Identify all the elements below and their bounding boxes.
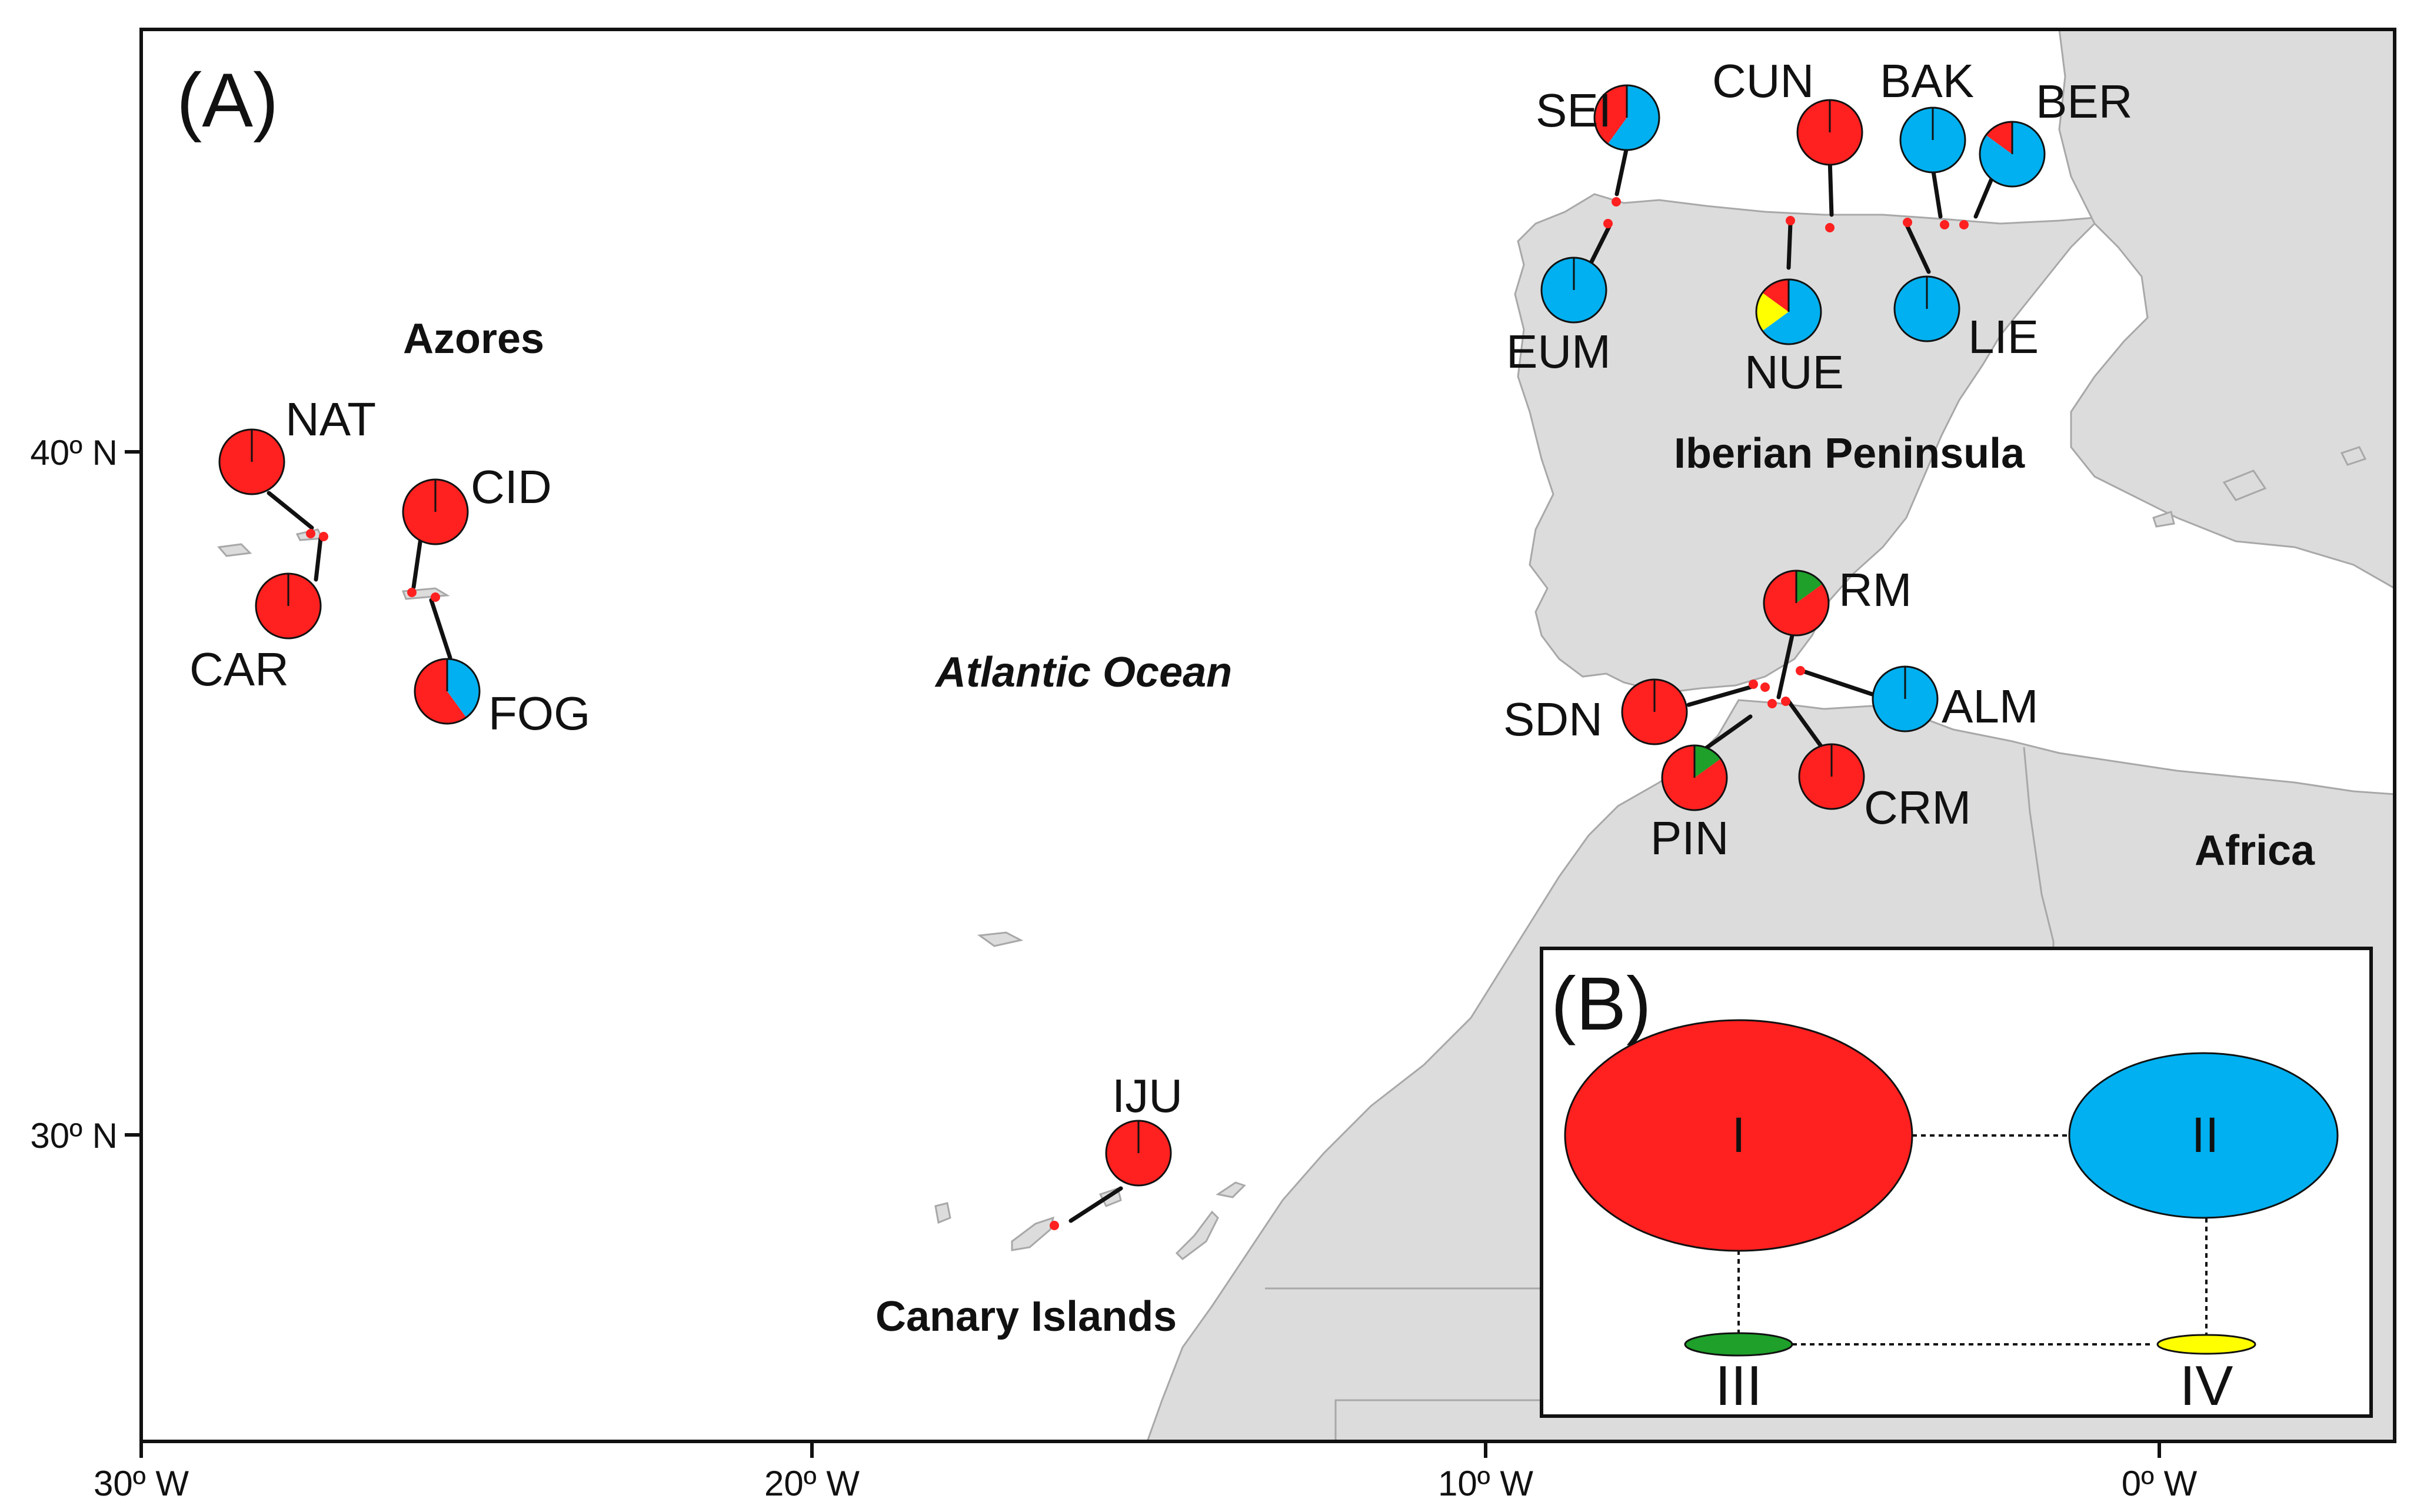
pie-BAK [1899,106,1966,174]
axes: 30º W 20º W 10º W 0º W 40º N 30º N [30,28,2396,1503]
axis-ticks [125,450,2161,1458]
france-land [2058,29,2395,590]
label-CAR: CAR [189,643,289,695]
pie-slice-PIN-III [1694,745,1721,778]
label-SDN: SDN [1503,693,1603,745]
pie-PIN [1661,744,1728,811]
madeira-islands [977,931,1024,947]
plot-frame [139,28,2396,1443]
pie-slice-NUE-I [1762,279,1789,312]
pie-CAR [255,572,322,640]
pie-LIE [1893,275,1960,342]
pie-EUM [1540,257,1607,324]
pie-CRM [1798,743,1865,810]
pie-slice-SEI-I [1594,85,1627,144]
pie-BER [1979,121,2046,188]
region-iberia: Iberian Peninsula [1674,430,2025,477]
pie-slice-FOG-II [447,659,480,718]
pie-slice-FOG-I [415,659,467,724]
label-NUE: NUE [1744,346,1844,398]
canary-islands [934,1181,1246,1260]
haplotype-III-label: III [1715,1354,1762,1417]
pie-slice-RM-III [1796,571,1823,603]
pie-slice-SEI-II [1607,85,1659,150]
x-tick-label: 20º W [764,1464,860,1503]
haplotype-III-node [1684,1332,1793,1357]
y-tick-label: 40º N [30,433,118,472]
pie-slice-BER-I [1986,122,2012,154]
haplotype-I-label: I [1732,1107,1745,1163]
label-RM: RM [1839,564,1912,616]
pie-RM [1763,570,1830,637]
region-azores: Azores [403,315,544,362]
region-atlantic: Atlantic Ocean [934,649,1232,696]
label-ALM: ALM [1942,680,2039,732]
region-africa: Africa [2195,827,2315,874]
label-EUM: EUM [1506,325,1611,378]
label-CUN: CUN [1712,55,1814,107]
haplotype-II-label: II [2192,1107,2219,1163]
label-LIE: LIE [1968,311,2039,363]
label-FOG: FOG [488,687,590,740]
pie-SEI [1593,84,1660,151]
network-links [1737,1134,2208,1346]
haplotype-II-node [2068,1052,2339,1219]
x-tick-label: 30º W [94,1464,189,1503]
haplotype-I-node [1564,1019,1913,1252]
label-PIN: PIN [1650,812,1729,864]
pie-CUN [1796,99,1863,166]
pie-IJU [1105,1120,1172,1187]
map-panel: SEI CUN BAK BER EUM NUE LIE NAT CID CAR … [141,29,2395,1441]
sampling-sites [306,197,1969,1230]
panel-b-label: (B) [1551,962,1652,1046]
population-pies [218,84,2046,1187]
haplotype-IV-node [2156,1334,2256,1355]
pie-slice-NUE-II [1762,279,1822,344]
haplotype-IV-label: IV [2180,1354,2233,1417]
pie-slice-NUE-IV [1756,292,1789,331]
pie-NUE [1755,278,1822,345]
label-BER: BER [2036,75,2133,128]
label-CID: CID [471,461,552,513]
pie-CID [402,478,469,545]
panel-a-label: (A) [177,57,278,143]
label-CRM: CRM [1864,781,1971,834]
network-panel: I II III IV (B) [1540,947,2373,1418]
population-labels: SEI CUN BAK BER EUM NUE LIE NAT CID CAR … [189,55,2133,1122]
label-IJU: IJU [1112,1070,1183,1122]
x-tick-label: 10º W [1438,1464,1533,1503]
balearic-islands [2152,446,2367,528]
y-tick-label: 30º N [30,1116,118,1155]
label-NAT: NAT [285,393,376,445]
pie-ALM [1872,665,1939,732]
label-SEI: SEI [1536,84,1612,136]
x-tick-label: 0º W [2122,1464,2198,1503]
pie-SDN [1621,678,1688,745]
pie-FOG [414,658,481,725]
pie-NAT [218,428,285,495]
label-BAK: BAK [1880,55,1974,107]
region-canary: Canary Islands [875,1293,1177,1340]
region-labels: Azores Iberian Peninsula Atlantic Ocean … [403,315,2315,1340]
